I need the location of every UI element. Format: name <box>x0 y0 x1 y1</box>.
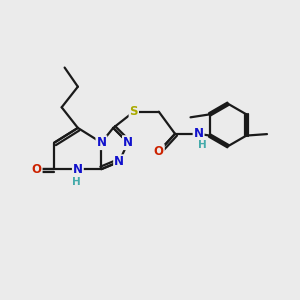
Text: O: O <box>154 145 164 158</box>
Text: N: N <box>123 136 133 149</box>
Text: N: N <box>114 155 124 168</box>
Text: N: N <box>73 163 83 176</box>
Text: H: H <box>198 140 206 150</box>
Text: O: O <box>32 163 42 176</box>
Text: H: H <box>72 176 81 187</box>
Text: S: S <box>130 105 138 118</box>
Text: N: N <box>96 136 106 149</box>
Text: N: N <box>194 127 204 140</box>
